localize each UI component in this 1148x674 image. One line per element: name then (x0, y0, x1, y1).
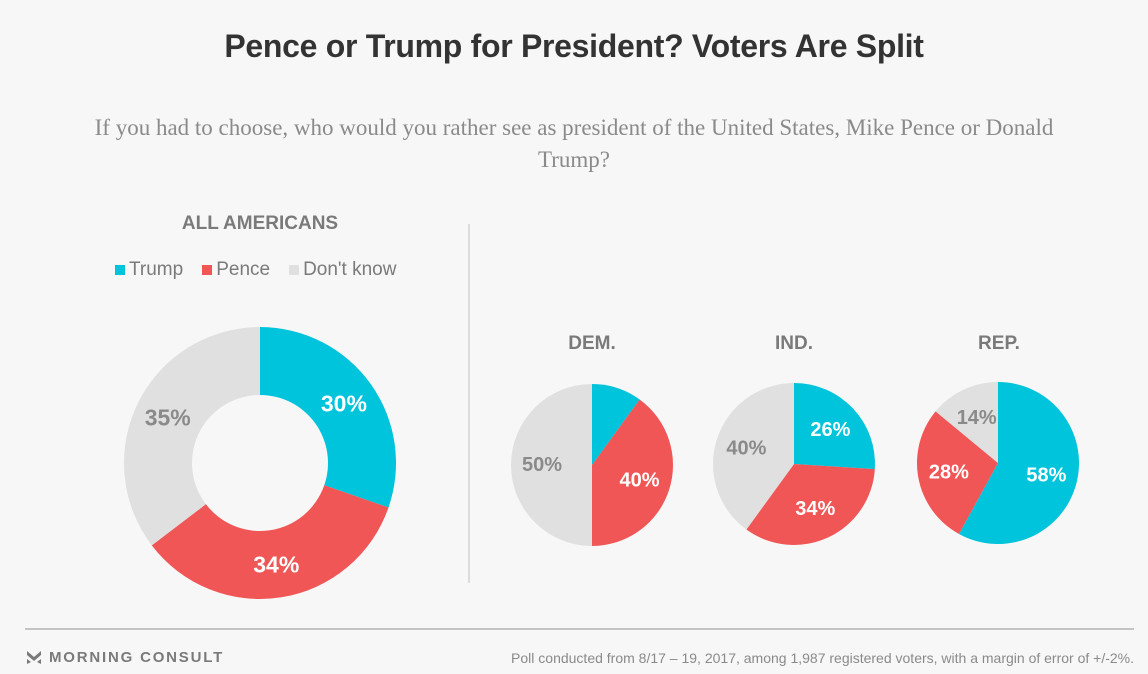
dem-label: DEM. (568, 333, 616, 354)
ind-label: IND. (775, 333, 813, 354)
legend-item-trump: Trump (115, 259, 183, 281)
brand-logo: MORNING CONSULT (27, 649, 224, 666)
slice-ind-don-t-know (713, 383, 794, 530)
pie-ind: 26% 34% 40% (713, 383, 875, 545)
slice-label-all-pence: 34% (253, 552, 299, 578)
slice-rep-don-t-know (935, 382, 998, 463)
pie-dem: 40% 50% (511, 384, 673, 546)
legend-item-dont-know: Don't know (289, 259, 396, 281)
footer-rule (25, 628, 1134, 630)
slice-all-don-t-know (123, 327, 260, 546)
slice-label-rep-pence: 28% (929, 461, 969, 483)
vertical-divider (468, 224, 470, 583)
legend-swatch-dont-know (289, 265, 300, 275)
slice-label-rep-trump: 58% (1026, 464, 1066, 486)
slice-label-dem-don-t-know: 50% (522, 454, 562, 476)
poll-footnote: Poll conducted from 8/17 – 19, 2017, amo… (511, 650, 1134, 666)
legend-swatch-pence (202, 265, 213, 275)
brand-name: MORNING CONSULT (49, 649, 225, 666)
slice-label-dem-pence: 40% (620, 469, 660, 491)
legend-label-pence: Pence (216, 259, 271, 280)
slice-rep-pence (916, 411, 998, 534)
slice-ind-trump (794, 383, 875, 470)
slice-dem-trump (592, 384, 640, 465)
legend-swatch-trump (115, 265, 125, 275)
slice-label-ind-trump: 26% (810, 419, 850, 441)
donut-all-americans: 30% 34% 35% (123, 327, 396, 600)
slice-dem-pence (592, 399, 673, 546)
legend-item-pence: Pence (202, 259, 270, 281)
slice-label-ind-don-t-know: 40% (726, 438, 766, 460)
slice-label-ind-pence: 34% (795, 498, 835, 520)
slice-ind-pence (746, 464, 875, 545)
slice-dem-don-t-know (511, 384, 592, 546)
all-americans-label: ALL AMERICANS (181, 213, 339, 234)
slice-rep-trump (958, 382, 1079, 544)
slice-all-pence (151, 485, 389, 600)
slice-all-trump (260, 327, 396, 508)
chart-subtitle: If you had to choose, who would you rath… (94, 115, 1054, 172)
legend-label-trump: Trump (129, 259, 184, 280)
rep-label: REP. (978, 333, 1020, 354)
morning-consult-logo-icon (27, 651, 41, 664)
pie-rep: 58% 28% 14% (916, 382, 1079, 544)
chart-title: Pence or Trump for President? Voters Are… (224, 28, 924, 64)
slice-label-rep-don-t-know: 14% (957, 407, 997, 429)
slice-label-all-don-t-know: 35% (145, 404, 191, 430)
legend-label-dont-know: Don't know (303, 259, 397, 280)
slice-label-all-trump: 30% (321, 390, 367, 416)
legend: Trump Pence Don't know (115, 259, 415, 281)
